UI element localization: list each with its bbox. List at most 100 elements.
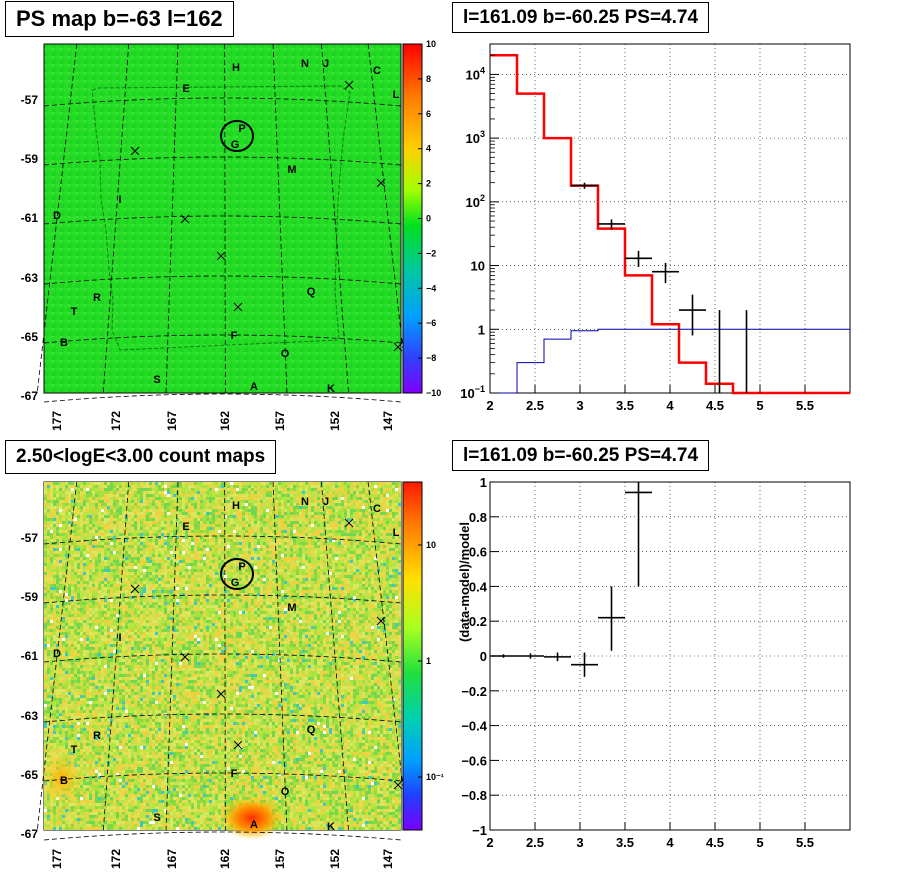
colorbar-tick-label: 4	[426, 144, 431, 154]
y-tick-label: −0.4	[461, 719, 487, 734]
ps-map-colorbar-ticks: 10 8 6 4 2 0 −2 −4 −6 −8 −10	[418, 39, 441, 398]
x-tick-label: 4.5	[706, 398, 724, 413]
count-map-coordinate-grid	[36, 481, 409, 841]
source-label: P	[238, 561, 245, 573]
source-cross	[233, 740, 243, 750]
grid-lat-line	[43, 97, 402, 107]
ps-map-source-circle	[220, 120, 254, 152]
lon-tick-label: 177	[50, 411, 64, 431]
lon-tick-label: 162	[218, 849, 232, 869]
source-label: A	[250, 381, 258, 393]
lat-tick-label: -67	[21, 389, 39, 403]
source-cross	[233, 302, 243, 312]
colorbar-tick-label: 10	[426, 540, 436, 550]
source-cross	[180, 214, 190, 224]
count-map-source-labels: H N J CL E PG M I D Q R T F B O S A K	[53, 496, 400, 833]
x-tick-label: 2.5	[526, 398, 544, 413]
x-tick-label: 4	[666, 835, 674, 850]
grid-lat-line	[43, 393, 402, 403]
ps-map-crosses	[130, 80, 403, 352]
spectrum-x-ticks: 2 2.5 3 3.5 4 4.5 5 5.5	[486, 385, 814, 413]
y-tick-label: −0.8	[461, 788, 487, 803]
x-tick-label: 5.5	[796, 398, 814, 413]
source-cross	[216, 689, 226, 699]
source-label: O	[281, 786, 290, 798]
y-tick-label: 10−1	[460, 384, 485, 401]
y-tick-label: 103	[466, 129, 485, 146]
source-label: N	[301, 58, 309, 70]
grid-lat-line	[43, 535, 402, 545]
grid-lat-line	[43, 334, 402, 344]
count-map-colorbar	[402, 481, 423, 831]
y-tick-label: 102	[466, 193, 485, 210]
source-label: K	[327, 821, 335, 833]
count-map-source-circle	[220, 558, 254, 590]
y-tick-label: −0.2	[461, 684, 487, 699]
lat-tick-label: -63	[21, 271, 39, 285]
ps-map-source-labels: H N J CL E PG M I D Q R T F B O S A K	[53, 58, 400, 395]
grid-lon-line	[367, 43, 409, 394]
y-tick-label: 0.2	[469, 614, 487, 629]
residual-y-label: (data-model)/model	[457, 522, 472, 642]
lat-tick-label: -65	[21, 330, 39, 344]
x-tick-label: 3	[576, 835, 583, 850]
source-label: Q	[307, 724, 316, 736]
x-tick-label: 3	[576, 398, 583, 413]
model-step-line	[490, 53, 850, 395]
y-tick-label: 10	[471, 259, 485, 274]
source-label: J	[323, 496, 329, 508]
y-tick-label: −1	[472, 823, 487, 838]
lon-tick-label: 167	[165, 411, 179, 431]
spectrum-series	[490, 53, 850, 395]
lat-tick-label: -61	[21, 649, 39, 663]
grid-lon-line	[321, 481, 349, 832]
count-map-hotspot-b	[38, 748, 86, 808]
y-tick-label: 104	[466, 65, 485, 82]
lat-tick-label: -59	[21, 152, 39, 166]
colorbar-tick-label: 10⁻¹	[426, 772, 444, 782]
residual-x-ticks: 2 2.5 3 3.5 4 4.5 5 5.5	[486, 822, 814, 850]
lon-tick-label: 152	[328, 411, 342, 431]
source-label: S	[153, 812, 160, 824]
x-tick-label: 3.5	[616, 835, 634, 850]
lat-tick-label: -63	[21, 709, 39, 723]
spectrum-title: l=161.09 b=-60.25 PS=4.74	[452, 2, 710, 33]
ps-map-lat-ticks: -57 -59 -61 -63 -65 -67	[21, 93, 39, 403]
source-label: H	[232, 500, 240, 512]
lon-tick-label: 152	[328, 849, 342, 869]
y-tick-label: 0.4	[469, 579, 488, 594]
count-map-title: 2.50<logE<3.00 count maps	[5, 440, 277, 474]
grid-lat-line	[43, 831, 402, 841]
x-tick-label: 2.5	[526, 835, 544, 850]
source-label: F	[231, 330, 238, 342]
source-label: L	[393, 89, 400, 101]
source-label: C	[373, 503, 381, 515]
colorbar-tick-label: 8	[426, 74, 431, 84]
source-label: R	[93, 292, 101, 304]
lon-tick-label: 147	[381, 411, 395, 431]
source-label: K	[327, 383, 335, 395]
colorbar-tick-label: −4	[426, 283, 436, 293]
y-tick-label: 0.6	[469, 545, 487, 560]
grid-lon-line	[165, 481, 179, 832]
y-tick-label: 0	[480, 649, 487, 664]
source-cross	[344, 518, 354, 528]
source-label: M	[287, 164, 296, 176]
source-cross	[376, 616, 386, 626]
x-tick-label: 5.5	[796, 835, 814, 850]
lat-tick-label: -61	[21, 211, 39, 225]
source-label: S	[153, 374, 160, 386]
grid-lat-line	[43, 772, 402, 782]
source-label: T	[71, 744, 78, 756]
source-label: C	[373, 65, 381, 77]
source-label: D	[53, 210, 61, 222]
lon-tick-label: 177	[50, 849, 64, 869]
source-cross	[393, 780, 403, 790]
colorbar-tick-label: 2	[426, 179, 431, 189]
ps-map-footprint	[91, 85, 351, 351]
spectrum-frame	[489, 43, 851, 394]
residual-y-ticks: 1 0.8 0.6 0.4 0.2 0 −0.2 −0.4 −0.6 −0.8 −1	[461, 475, 499, 838]
grid-lat-line	[43, 594, 402, 604]
colorbar-tick-label: −8	[426, 353, 436, 363]
